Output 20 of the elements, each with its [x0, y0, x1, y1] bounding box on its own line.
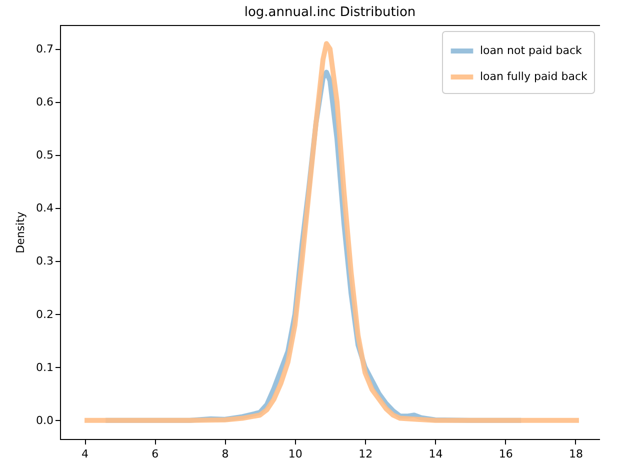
x-tick-label: 8: [222, 448, 229, 460]
y-tick-label: 0.3: [36, 254, 54, 268]
x-tick-label: 16: [498, 448, 513, 460]
y-tick-label: 0.7: [36, 42, 54, 56]
y-tick-label: 0.5: [36, 148, 54, 162]
y-tick-label: 0.6: [36, 95, 54, 108]
x-tick-label: 14: [428, 448, 443, 460]
legend-label: loan fully paid back: [480, 70, 588, 83]
x-tick-label: 10: [288, 448, 302, 460]
y-tick-label: 0.0: [36, 414, 54, 427]
x-tick-label: 6: [152, 448, 159, 460]
y-axis-title: Density: [14, 211, 28, 254]
x-tick-label: 12: [358, 448, 373, 460]
x-tick-label: 18: [568, 448, 583, 460]
legend-label: loan not paid back: [480, 44, 583, 57]
x-tick-label: 4: [82, 448, 89, 460]
y-tick-label: 0.4: [36, 202, 54, 215]
y-tick-label: 0.1: [36, 360, 54, 374]
y-tick-label: 0.2: [36, 308, 54, 321]
chart-title: log.annual.inc Distribution: [244, 5, 416, 20]
